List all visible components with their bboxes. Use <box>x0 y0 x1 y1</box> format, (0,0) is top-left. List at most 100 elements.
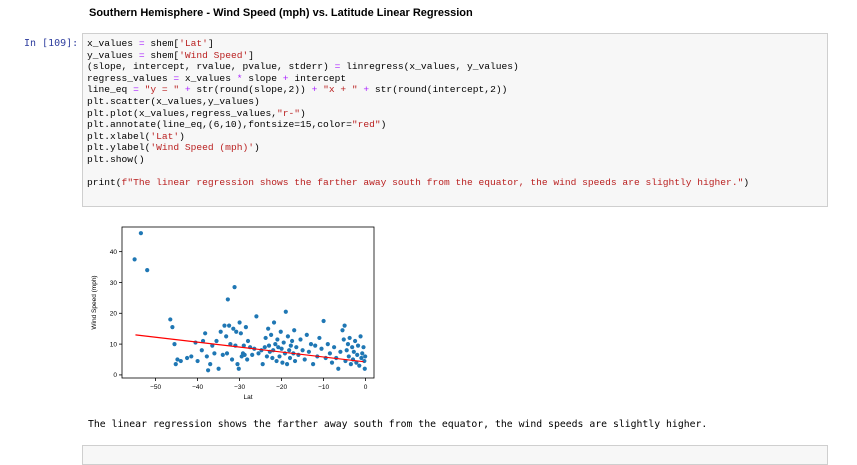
data-point <box>269 332 274 337</box>
data-point <box>273 342 278 347</box>
data-point <box>145 268 150 273</box>
data-point <box>341 337 346 342</box>
data-point <box>340 328 345 333</box>
data-point <box>338 349 343 354</box>
data-point <box>280 360 285 365</box>
scatter-plot: −50 −40 −30 −20 −10 0 0 10 20 30 40 Lat Wind Speed (… <box>91 226 375 401</box>
data-point <box>275 337 280 342</box>
code-line: plt.xlabel('Lat') <box>87 130 185 142</box>
data-point <box>308 342 314 347</box>
x-tick-label: −30 <box>234 384 245 391</box>
x-tick-label: −10 <box>318 384 329 391</box>
data-point <box>266 343 272 348</box>
data-point <box>178 358 183 364</box>
data-point <box>241 343 246 348</box>
data-point <box>342 323 347 328</box>
data-point <box>232 284 237 290</box>
code-line: plt.scatter(x_values,y_values) <box>87 95 260 107</box>
data-point <box>332 345 337 350</box>
data-point <box>195 358 200 364</box>
data-point <box>245 357 250 362</box>
data-point <box>361 345 366 350</box>
output-text: The linear regression shows the farther … <box>88 419 708 430</box>
data-point <box>231 326 236 331</box>
data-point <box>245 338 251 344</box>
data-point <box>277 354 282 359</box>
data-point <box>168 317 173 322</box>
data-point <box>355 343 361 348</box>
y-tick-label: 30 <box>110 280 118 287</box>
data-point <box>336 366 341 371</box>
code-editor[interactable]: x_values = shem['Lat'] y_values = shem['W… <box>87 38 749 189</box>
data-point <box>234 329 239 334</box>
data-point <box>222 323 227 328</box>
data-point <box>218 329 223 334</box>
data-point <box>172 342 177 347</box>
code-line: line_eq = "y = " + str(round(slope,2)) +… <box>87 84 508 96</box>
data-point <box>311 362 316 367</box>
section-heading: Southern Hemisphere - Wind Speed (mph) v… <box>89 7 473 19</box>
y-tick-label: 40 <box>110 249 118 256</box>
data-point <box>229 357 235 362</box>
data-point <box>287 355 293 361</box>
data-point <box>285 334 290 339</box>
data-point <box>263 335 268 341</box>
data-point <box>216 366 221 371</box>
x-tick-label: 0 <box>364 384 368 391</box>
data-point <box>300 348 305 353</box>
data-point <box>238 331 243 336</box>
data-point <box>264 354 269 359</box>
code-line: y_values = shem['Wind Speed'] <box>87 49 254 61</box>
cell-prompt: In [109]: <box>24 38 79 49</box>
data-point <box>220 352 225 357</box>
data-point <box>266 326 271 331</box>
data-point <box>199 348 204 353</box>
code-line: plt.annotate(line_eq,(6,10),fontsize=15,… <box>87 119 387 131</box>
data-point <box>346 354 351 359</box>
data-point <box>321 318 326 324</box>
data-point <box>262 345 267 350</box>
code-line <box>87 166 749 178</box>
data-point <box>287 348 292 353</box>
data-point <box>284 362 290 367</box>
data-point <box>344 348 349 353</box>
x-tick-label: −20 <box>276 384 287 391</box>
data-point <box>313 343 318 348</box>
data-point <box>256 351 261 356</box>
data-point <box>208 362 213 367</box>
data-point <box>292 328 297 333</box>
data-point <box>294 345 299 350</box>
x-tick-label: −40 <box>192 384 203 391</box>
data-point <box>278 329 283 334</box>
plot-frame <box>121 226 375 379</box>
data-point <box>254 314 259 319</box>
data-point <box>242 352 247 357</box>
data-point <box>260 362 265 367</box>
data-point <box>170 325 175 330</box>
data-point <box>281 340 286 345</box>
code-line: plt.show() <box>87 153 145 165</box>
data-point <box>302 357 307 362</box>
data-point <box>290 338 295 344</box>
data-point <box>319 346 324 351</box>
data-point <box>317 335 322 341</box>
data-point <box>200 338 206 344</box>
code-cell[interactable]: x_values = shem['Lat'] y_values = shem['W… <box>82 33 828 207</box>
data-point <box>228 342 233 347</box>
data-point <box>279 346 284 351</box>
data-point <box>189 354 194 359</box>
data-point <box>173 362 178 367</box>
data-point <box>203 331 208 336</box>
data-point <box>214 338 219 344</box>
data-point <box>243 325 248 330</box>
next-code-cell[interactable] <box>82 445 828 465</box>
data-point <box>224 334 229 339</box>
data-point <box>347 335 352 341</box>
y-tick-label: 0 <box>113 372 117 379</box>
data-point <box>283 309 288 314</box>
data-point <box>353 338 358 344</box>
data-point <box>345 342 351 347</box>
data-point <box>224 351 230 356</box>
code-line: plt.ylabel('Wind Speed (mph)') <box>87 142 260 154</box>
data-point <box>351 349 356 354</box>
